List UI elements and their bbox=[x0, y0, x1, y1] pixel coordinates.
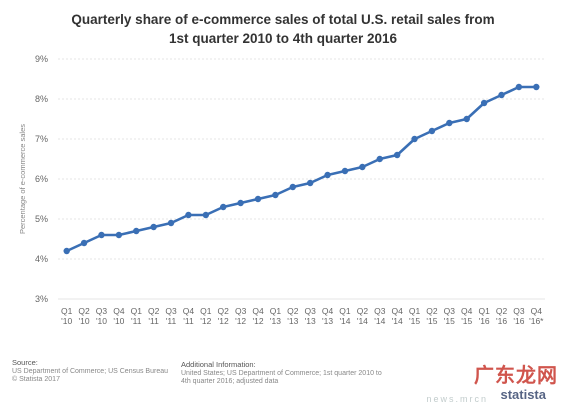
data-point bbox=[63, 247, 70, 255]
data-point bbox=[411, 135, 418, 143]
chart-title-line-1: Quarterly share of e-commerce sales of t… bbox=[71, 12, 495, 27]
x-tick-label: Q3'10 bbox=[96, 306, 108, 326]
x-tick-label: Q2'10 bbox=[78, 306, 90, 326]
x-tick-labels: Q1'10 Q2'10 Q3'10 Q4'10 Q1'11 Q2'11 Q3'11 Q4'11… bbox=[61, 306, 544, 326]
y-tick-label: 8% bbox=[35, 94, 48, 104]
data-point bbox=[80, 239, 88, 247]
source-heading: Source: bbox=[12, 358, 38, 367]
x-tick-label: Q2'12 bbox=[218, 306, 230, 326]
x-tick-label: Q4'12 bbox=[252, 306, 264, 326]
data-point bbox=[428, 127, 436, 135]
data-point bbox=[359, 163, 366, 171]
data-point bbox=[393, 151, 401, 159]
x-tick-label: Q3'13 bbox=[305, 306, 317, 326]
data-point bbox=[150, 223, 157, 231]
data-point bbox=[98, 231, 105, 239]
data-point bbox=[533, 83, 540, 91]
data-point bbox=[463, 115, 470, 123]
x-tick-label: Q3'15 bbox=[444, 306, 456, 326]
x-tick-label: Q1'14 bbox=[339, 306, 351, 326]
x-tick-label: Q4'13 bbox=[322, 306, 334, 326]
x-tick-label: Q2'15 bbox=[426, 306, 438, 326]
data-point bbox=[446, 119, 453, 127]
x-tick-label: Q4'16* bbox=[529, 306, 544, 326]
data-point bbox=[324, 171, 331, 179]
x-tick-label: Q2'16 bbox=[496, 306, 508, 326]
data-point bbox=[167, 219, 175, 227]
chart-title: Quarterly share of e-commerce sales of t… bbox=[0, 10, 566, 48]
data-point bbox=[272, 191, 279, 199]
y-tick-labels: 3% 4% 5% 6% 7% 8% 9% bbox=[35, 54, 48, 304]
y-tick-label: 7% bbox=[35, 134, 48, 144]
x-tick-label: Q4'15 bbox=[461, 306, 473, 326]
data-point bbox=[515, 83, 523, 91]
chart-title-line-2: 1st quarter 2010 to 4th quarter 2016 bbox=[168, 31, 398, 46]
x-tick-label: Q2'13 bbox=[287, 306, 299, 326]
source-line-1: US Department of Commerce; US Census Bur… bbox=[12, 367, 169, 375]
data-point bbox=[480, 99, 488, 107]
x-tick-label: Q4'10 bbox=[113, 306, 125, 326]
y-tick-label: 5% bbox=[35, 214, 48, 224]
data-point bbox=[237, 199, 244, 207]
data-point bbox=[115, 231, 123, 239]
data-point bbox=[498, 91, 505, 99]
data-point bbox=[376, 155, 383, 163]
additional-info-block: Additional Information: United States; U… bbox=[181, 360, 421, 387]
additional-info-line-2: 4th quarter 2016; adjusted data bbox=[181, 378, 279, 385]
y-tick-label: 4% bbox=[35, 254, 48, 264]
x-tick-label: Q1'15 bbox=[409, 306, 421, 326]
data-point bbox=[220, 203, 227, 211]
additional-info-line-1: United States; US Department of Commerce… bbox=[181, 369, 382, 377]
data-point bbox=[289, 183, 297, 191]
y-tick-label: 3% bbox=[35, 294, 48, 304]
x-tick-label: Q3'11 bbox=[165, 306, 177, 326]
data-point bbox=[306, 179, 314, 187]
grid-lines bbox=[58, 58, 545, 300]
data-point bbox=[202, 211, 210, 219]
watermark-cn: 广东龙网 bbox=[474, 363, 558, 387]
x-tick-label: Q2'11 bbox=[148, 306, 160, 326]
x-tick-label: Q1'10 bbox=[61, 306, 73, 326]
y-axis-label: Percentage of e-commerce sales bbox=[18, 124, 27, 234]
data-point bbox=[254, 195, 262, 203]
source-block: Source: US Department of Commerce; US Ce… bbox=[12, 358, 182, 385]
data-points bbox=[63, 83, 540, 255]
x-tick-label: Q1'12 bbox=[200, 306, 212, 326]
x-tick-label: Q1'13 bbox=[270, 306, 282, 326]
x-tick-label: Q4'14 bbox=[391, 306, 403, 326]
data-point bbox=[133, 227, 140, 235]
x-tick-label: Q3'16 bbox=[513, 306, 525, 326]
y-tick-label: 6% bbox=[35, 174, 48, 184]
x-tick-label: Q1'16 bbox=[478, 306, 490, 326]
additional-info-heading: Additional Information: bbox=[181, 360, 256, 369]
data-point bbox=[341, 167, 349, 175]
x-tick-label: Q3'12 bbox=[235, 306, 247, 326]
data-point bbox=[185, 211, 192, 219]
y-tick-label: 9% bbox=[35, 54, 48, 64]
x-tick-label: Q3'14 bbox=[374, 306, 386, 326]
series-line bbox=[66, 85, 537, 253]
x-tick-label: Q4'11 bbox=[183, 306, 195, 326]
watermark-brand: statista bbox=[500, 387, 546, 402]
source-line-2: © Statista 2017 bbox=[12, 376, 60, 383]
watermark-url: news.mrcn bbox=[426, 394, 488, 404]
x-tick-label: Q2'14 bbox=[357, 306, 369, 326]
x-tick-label: Q1'11 bbox=[131, 306, 143, 326]
